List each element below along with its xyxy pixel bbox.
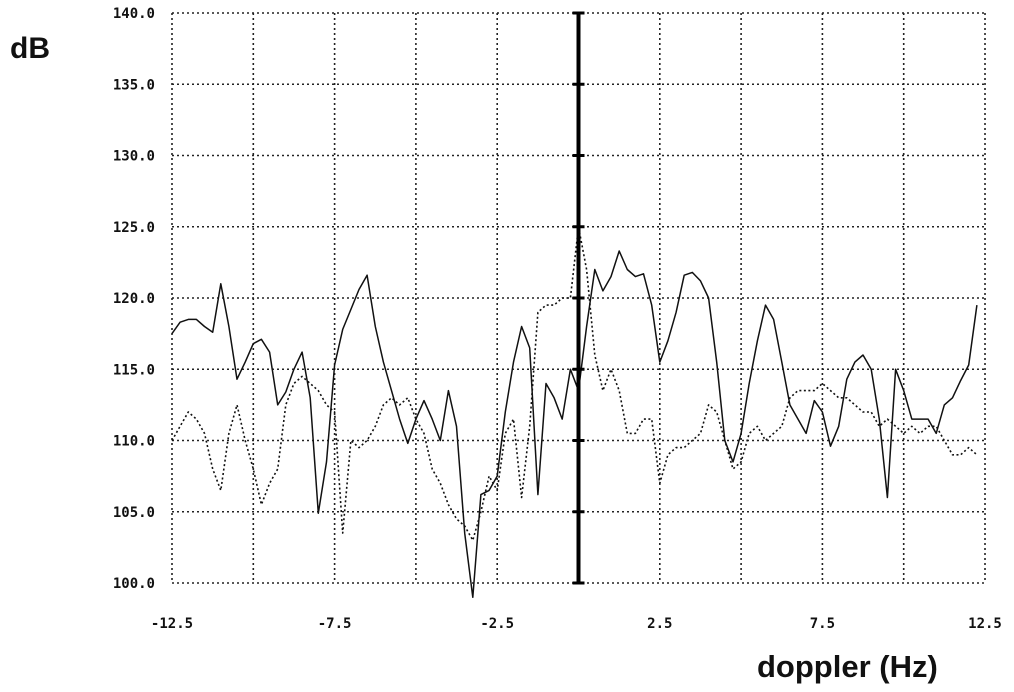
y-tick-label: 135.0 <box>113 77 155 93</box>
y-tick-label: 130.0 <box>113 149 155 165</box>
y-tick-label: 105.0 <box>113 505 155 521</box>
x-axis-label: doppler (Hz) <box>757 649 938 684</box>
x-tick-label: 12.5 <box>968 616 1002 632</box>
series-layer <box>171 226 978 599</box>
y-tick-label: 140.0 <box>113 6 155 22</box>
y-tick-label: 125.0 <box>113 220 155 236</box>
y-tick-label: 115.0 <box>113 362 155 378</box>
center-line-layer <box>572 11 585 585</box>
y-tick-label: 110.0 <box>113 434 155 450</box>
series-solid-line <box>171 250 978 599</box>
y-tick-label: 120.0 <box>113 291 155 307</box>
x-tick-label: 2.5 <box>647 616 672 632</box>
x-tick-label: 7.5 <box>810 616 835 632</box>
x-tick-label: -12.5 <box>151 616 193 632</box>
y-tick-label: 100.0 <box>113 576 155 592</box>
series-dotted-line <box>171 226 978 542</box>
y-axis-label: dB <box>10 32 50 65</box>
x-tick-label: -7.5 <box>318 616 352 632</box>
x-tick-label: -2.5 <box>480 616 514 632</box>
tick-labels: 100.0 105.0 110.0 115.0 120.0 125.0 130.0 135.0… <box>113 6 1002 632</box>
